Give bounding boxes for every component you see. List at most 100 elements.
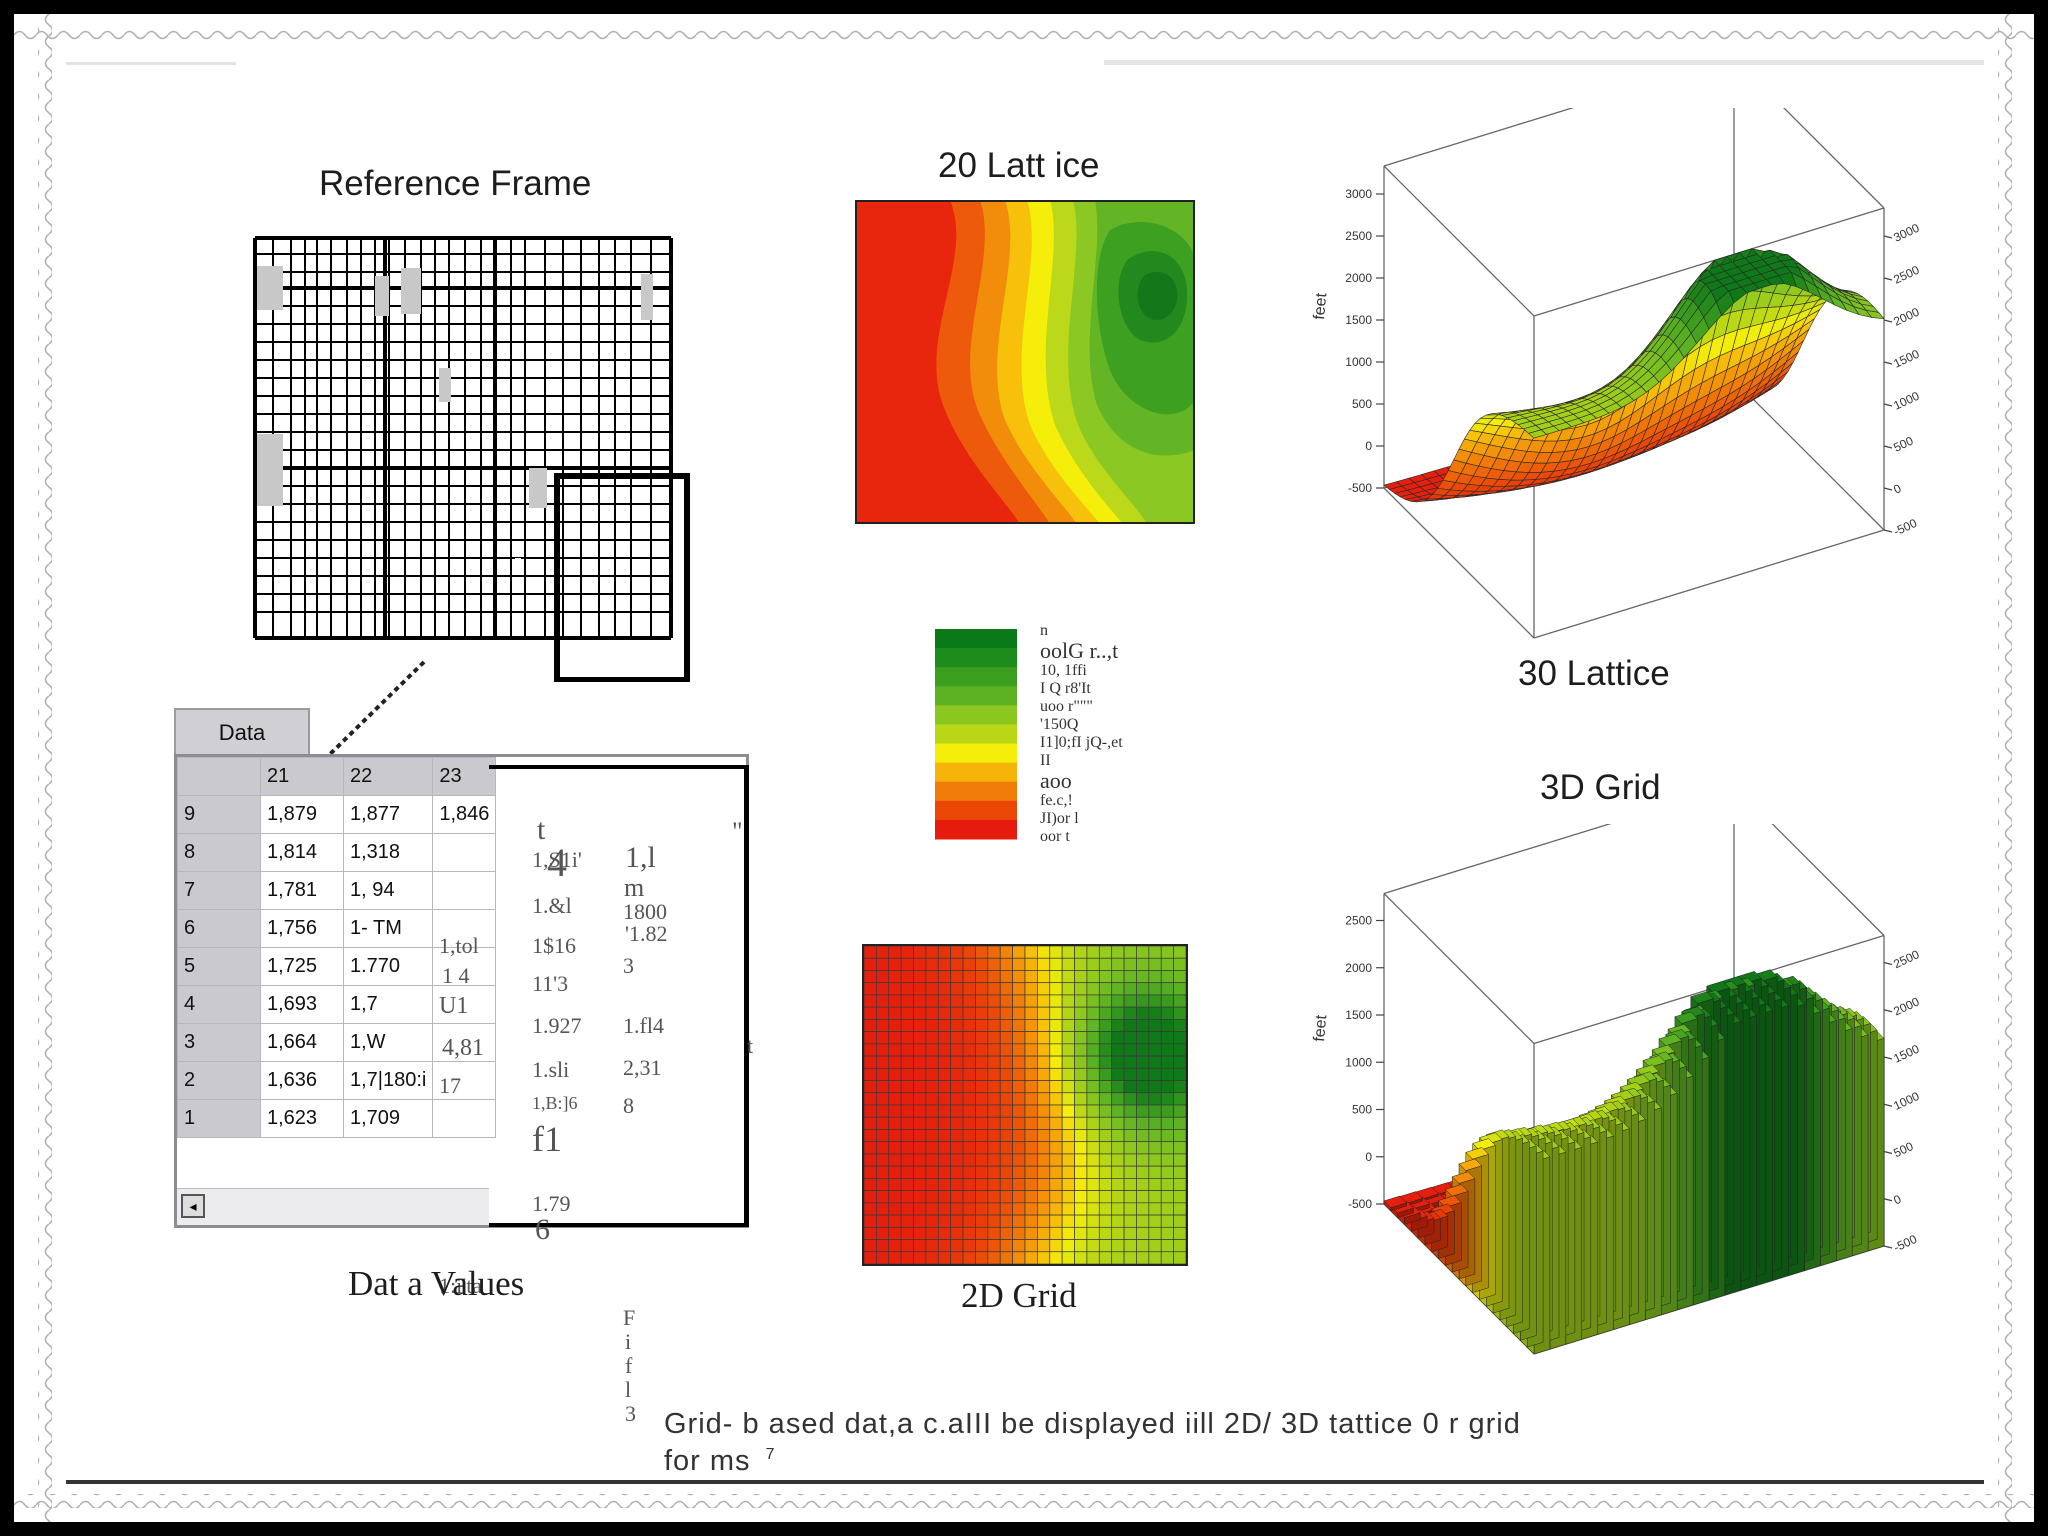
legend-swatch — [935, 686, 1017, 706]
table-cell[interactable]: 1,693 — [260, 985, 344, 1024]
table-cell[interactable]: 1,879 — [260, 795, 344, 834]
table-cell[interactable] — [432, 947, 497, 986]
legend-label: fe.c,! — [1040, 792, 1073, 809]
grid-cell — [1037, 1031, 1051, 1045]
row-header[interactable]: 9 — [177, 795, 261, 834]
grid-cell — [987, 1006, 1001, 1020]
grid-cell — [876, 1165, 890, 1179]
left-tick-label: 0 — [1365, 1150, 1372, 1164]
grid-cell — [950, 1190, 964, 1204]
grid-cell — [1061, 1202, 1075, 1216]
table-cell[interactable] — [432, 909, 497, 948]
row-header[interactable]: 1 — [177, 1099, 261, 1138]
table-cell[interactable]: 1,318 — [342, 833, 434, 872]
grid-cell — [1061, 1031, 1075, 1045]
grid-cell — [1136, 1129, 1150, 1143]
grid-cell — [913, 1067, 927, 1081]
grid-cell — [1024, 1202, 1038, 1216]
caption-line-2: for ms 7 — [664, 1445, 1521, 1478]
tick-mark — [1883, 1056, 1893, 1060]
table-cell[interactable]: 1,636 — [260, 1061, 344, 1100]
grid-cell — [900, 1202, 914, 1216]
grid-cell — [1037, 1226, 1051, 1240]
grid-cell — [1074, 1067, 1088, 1081]
reference-frame-grid — [253, 236, 690, 682]
col-header[interactable]: 23 — [432, 757, 497, 796]
table-cell[interactable]: 1,7 — [342, 985, 434, 1024]
faint-value: 1.927 — [532, 1013, 582, 1038]
table-cell[interactable]: 1,623 — [260, 1099, 344, 1138]
table-cell[interactable]: 1,W — [342, 1023, 434, 1062]
row-header[interactable]: 4 — [177, 985, 261, 1024]
grid-cell — [913, 945, 927, 959]
grid-cell — [863, 970, 877, 984]
grid-cell — [1012, 1214, 1026, 1228]
grid-cell — [1148, 1067, 1162, 1081]
grid-cell — [975, 970, 989, 984]
caption-line-2-text: for ms — [664, 1445, 751, 1477]
grid-cell — [1074, 945, 1088, 959]
row-header[interactable]: 3 — [177, 1023, 261, 1062]
grid-cell — [863, 994, 877, 1008]
table-cell[interactable]: 1,7|180:i — [342, 1061, 434, 1100]
grid-cell — [1136, 970, 1150, 984]
row-header[interactable]: 6 — [177, 909, 261, 948]
faint-value: 1.sli — [532, 1057, 570, 1082]
grid-cell — [1160, 1006, 1174, 1020]
table-cell[interactable]: 1- TM — [342, 909, 434, 948]
grid-cell — [913, 1202, 927, 1216]
faint-value: f — [625, 1353, 633, 1378]
left-axis-label: feet — [1311, 292, 1330, 321]
grid-cell — [888, 1153, 902, 1167]
grid-cell — [925, 1214, 939, 1228]
grid-cell — [888, 970, 902, 984]
grid-cell — [1098, 1104, 1113, 1118]
table-cell[interactable]: 1,877 — [342, 795, 434, 834]
grid-cell — [1160, 1019, 1174, 1032]
row-header[interactable]: 2 — [177, 1061, 261, 1100]
table-cell[interactable] — [432, 1099, 497, 1138]
grid-cell — [1160, 1067, 1174, 1081]
grid-cell — [925, 1043, 939, 1057]
grid-cell — [1123, 1239, 1137, 1253]
row-header[interactable]: 7 — [177, 871, 261, 910]
grid-cell — [888, 1251, 902, 1265]
grid-cell — [1049, 1214, 1063, 1228]
scroll-left-icon[interactable]: ◂ — [181, 1194, 205, 1218]
grid-cell — [1148, 1251, 1162, 1265]
grid-cell — [1173, 982, 1187, 996]
grid-cell — [1123, 1104, 1137, 1118]
table-cell[interactable]: 1,781 — [260, 871, 344, 910]
table-cell[interactable]: 1.770 — [342, 947, 434, 986]
table-cell[interactable]: 1,664 — [260, 1023, 344, 1062]
grid-cell — [950, 970, 964, 984]
table-cell[interactable] — [432, 833, 497, 872]
table-cell[interactable]: 1,709 — [342, 1099, 434, 1138]
table-cell[interactable]: 1, 94 — [342, 871, 434, 910]
grid-cell — [937, 982, 952, 996]
grid-cell — [1136, 1043, 1150, 1057]
table-row: 2 1,636 1,7|180:i — [177, 1061, 497, 1100]
table-cell[interactable] — [432, 871, 497, 910]
table-cell[interactable]: 1,756 — [260, 909, 344, 948]
table-cell[interactable]: 1,814 — [260, 833, 344, 872]
table-cell[interactable]: 1,846 — [432, 795, 497, 834]
grid-cell — [1098, 957, 1113, 971]
table-cell[interactable]: 1,725 — [260, 947, 344, 986]
grid-cell — [863, 1006, 877, 1020]
grid-cell — [987, 1153, 1001, 1167]
table-cell[interactable] — [432, 985, 497, 1024]
row-header[interactable]: 8 — [177, 833, 261, 872]
col-header[interactable]: 22 — [342, 757, 434, 796]
col-header[interactable]: 21 — [260, 757, 344, 796]
grid-cell — [1037, 1239, 1051, 1253]
data-tab[interactable]: Data — [174, 708, 310, 754]
grid-cell — [1098, 1080, 1113, 1094]
horizontal-scrollbar[interactable]: ◂ — [177, 1188, 489, 1225]
grid-cell — [900, 1031, 914, 1045]
grid-cell — [987, 1104, 1001, 1118]
grid-cell — [1136, 1092, 1150, 1106]
grid-cell — [863, 1202, 877, 1216]
row-header[interactable]: 5 — [177, 947, 261, 986]
grid-cell — [1037, 982, 1051, 996]
